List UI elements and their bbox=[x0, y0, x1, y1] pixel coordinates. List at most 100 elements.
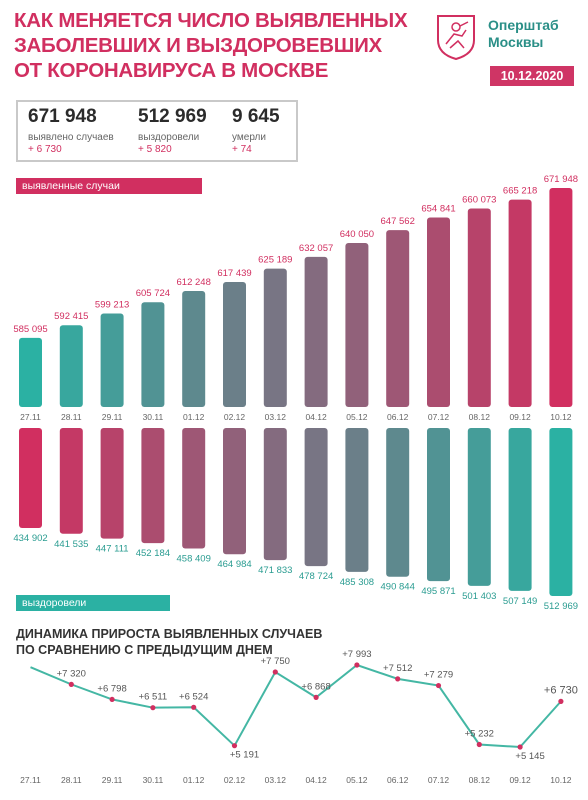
detected-bar bbox=[549, 188, 573, 407]
line-point bbox=[558, 698, 564, 704]
line-date-tick-label: 05.12 bbox=[346, 775, 368, 785]
date-tick-label: 29.11 bbox=[102, 412, 123, 422]
line-point bbox=[476, 741, 482, 748]
line-point bbox=[68, 681, 74, 687]
recovered-value-label: 464 984 bbox=[217, 559, 251, 570]
line-value-label: +6 524 bbox=[179, 691, 208, 702]
title-line: ЗАБОЛЕВШИХ И ВЫЗДОРОВЕВШИХ bbox=[14, 34, 382, 57]
line-date-tick-label: 10.12 bbox=[550, 775, 572, 785]
line-date-tick-label: 07.12 bbox=[428, 775, 450, 785]
increment-line bbox=[30, 663, 562, 749]
detected-value-label: 671 948 bbox=[544, 174, 578, 185]
detected-bar bbox=[223, 282, 246, 407]
recovered-bar bbox=[304, 428, 328, 567]
line-point bbox=[395, 676, 401, 682]
recovered-bar bbox=[467, 428, 491, 586]
line-value-label: +6 511 bbox=[139, 692, 168, 703]
line-point bbox=[435, 682, 442, 689]
detected-value-label: 592 415 bbox=[54, 311, 88, 322]
recovered-bar bbox=[427, 428, 450, 582]
stat-delta: + 5 820 bbox=[138, 144, 172, 155]
recovered-bar bbox=[182, 428, 206, 549]
line-value-label: +5 232 bbox=[465, 728, 494, 739]
detected-bar bbox=[304, 256, 328, 407]
line-value-label: +5 145 bbox=[515, 751, 544, 762]
recovered-banner: выздоровели bbox=[16, 595, 170, 611]
date-tick-label: 09.12 bbox=[509, 412, 531, 422]
stat-label: выявлено случаев bbox=[28, 132, 114, 143]
line-chart-title: ДИНАМИКА ПРИРОСТА ВЫЯВЛЕННЫХ СЛУЧАЕВ ПО … bbox=[16, 626, 322, 658]
recovered-value-label: 471 833 bbox=[258, 565, 292, 576]
summary-box: 671 948 выявлено случаев + 6 730 512 969… bbox=[16, 100, 298, 162]
detected-bar bbox=[19, 337, 42, 407]
brand-line: Москвы bbox=[488, 34, 544, 50]
recovered-bar bbox=[223, 428, 246, 555]
detected-bar bbox=[386, 230, 410, 407]
recovered-bar bbox=[263, 428, 287, 561]
detected-bar bbox=[467, 208, 491, 407]
line-date-tick-label: 01.12 bbox=[183, 775, 205, 785]
recovered-bar-chart: 434 902 441 535 447 111 452 184 458 409 464 9… bbox=[13, 428, 578, 612]
brand-line: Оперштаб bbox=[488, 17, 559, 33]
line-date-tick-label: 03.12 bbox=[265, 775, 287, 785]
increment-line-chart: 27.11 +7 320 28.11 +6 798 29.11 +6 511 30.11 +6… bbox=[20, 649, 578, 785]
stat-delta: + 74 bbox=[232, 144, 252, 155]
title-line: КАК МЕНЯЕТСЯ ЧИСЛО ВЫЯВЛЕННЫХ bbox=[14, 9, 408, 32]
line-value-label: +6 798 bbox=[97, 683, 126, 694]
detected-value-label: 625 189 bbox=[258, 255, 292, 266]
line-chart-title-line: ДИНАМИКА ПРИРОСТА ВЫЯВЛЕННЫХ СЛУЧАЕВ bbox=[16, 627, 323, 641]
recovered-bar bbox=[100, 428, 124, 539]
detected-bar bbox=[182, 290, 206, 407]
title-line: ОТ КОРОНАВИРУСА В МОСКВЕ bbox=[14, 59, 329, 82]
recovered-value-label: 434 902 bbox=[13, 533, 47, 544]
line-chart-title-line: ПО СРАВНЕНИЮ С ПРЕДЫДУЩИМ ДНЕМ bbox=[16, 643, 273, 657]
date-tick-label: 07.12 bbox=[428, 412, 450, 422]
date-tick-label: 01.12 bbox=[183, 412, 205, 422]
stat-label: умерли bbox=[232, 132, 266, 143]
detected-value-label: 647 562 bbox=[381, 216, 415, 227]
detected-value-label: 617 439 bbox=[217, 268, 251, 279]
line-point bbox=[517, 744, 523, 750]
date-tick-label: 04.12 bbox=[305, 412, 327, 422]
stat-label: выздоровели bbox=[138, 132, 200, 143]
recovered-value-label: 501 403 bbox=[462, 591, 496, 602]
stat-value: 512 969 bbox=[138, 106, 207, 127]
line-value-label: +7 993 bbox=[342, 649, 371, 660]
recovered-bar bbox=[141, 428, 165, 544]
detected-value-label: 612 248 bbox=[177, 277, 211, 288]
line-date-tick-label: 09.12 bbox=[509, 775, 531, 785]
detected-banner: выявленные случаи bbox=[16, 178, 202, 194]
line-point bbox=[109, 696, 115, 703]
line-value-label: +6 868 bbox=[301, 681, 330, 692]
recovered-bar bbox=[386, 428, 410, 577]
line-value-label: +7 279 bbox=[424, 670, 453, 681]
date-tick-label: 10.12 bbox=[550, 412, 572, 422]
date-tick-label: 06.12 bbox=[387, 412, 409, 422]
detected-bar bbox=[263, 268, 287, 407]
stat-delta: + 6 730 bbox=[28, 144, 62, 155]
line-date-tick-label: 02.12 bbox=[224, 775, 246, 785]
line-value-label: +6 730 bbox=[544, 684, 578, 696]
line-value-label: +7 512 bbox=[383, 663, 412, 674]
detected-value-label: 585 095 bbox=[13, 324, 47, 335]
recovered-bar bbox=[59, 428, 83, 534]
detected-bar bbox=[508, 199, 532, 407]
detected-value-label: 654 841 bbox=[421, 204, 455, 215]
line-date-tick-label: 04.12 bbox=[305, 775, 327, 785]
stat-detected: 671 948 выявлено случаев + 6 730 bbox=[28, 106, 114, 156]
line-date-tick-label: 08.12 bbox=[469, 775, 491, 785]
detected-bar bbox=[59, 325, 83, 407]
stat-value: 671 948 bbox=[28, 106, 97, 127]
detected-value-label: 640 050 bbox=[340, 229, 374, 240]
recovered-value-label: 478 724 bbox=[299, 571, 333, 582]
recovered-value-label: 485 308 bbox=[340, 577, 374, 588]
stat-value: 9 645 bbox=[232, 106, 280, 127]
date-tick-label: 30.11 bbox=[143, 412, 164, 422]
line-point bbox=[150, 705, 156, 711]
recovered-value-label: 458 409 bbox=[177, 553, 211, 564]
detected-value-label: 665 218 bbox=[503, 186, 537, 197]
recovered-value-label: 447 111 bbox=[96, 544, 129, 555]
line-point bbox=[191, 704, 197, 710]
recovered-bar bbox=[508, 428, 532, 591]
